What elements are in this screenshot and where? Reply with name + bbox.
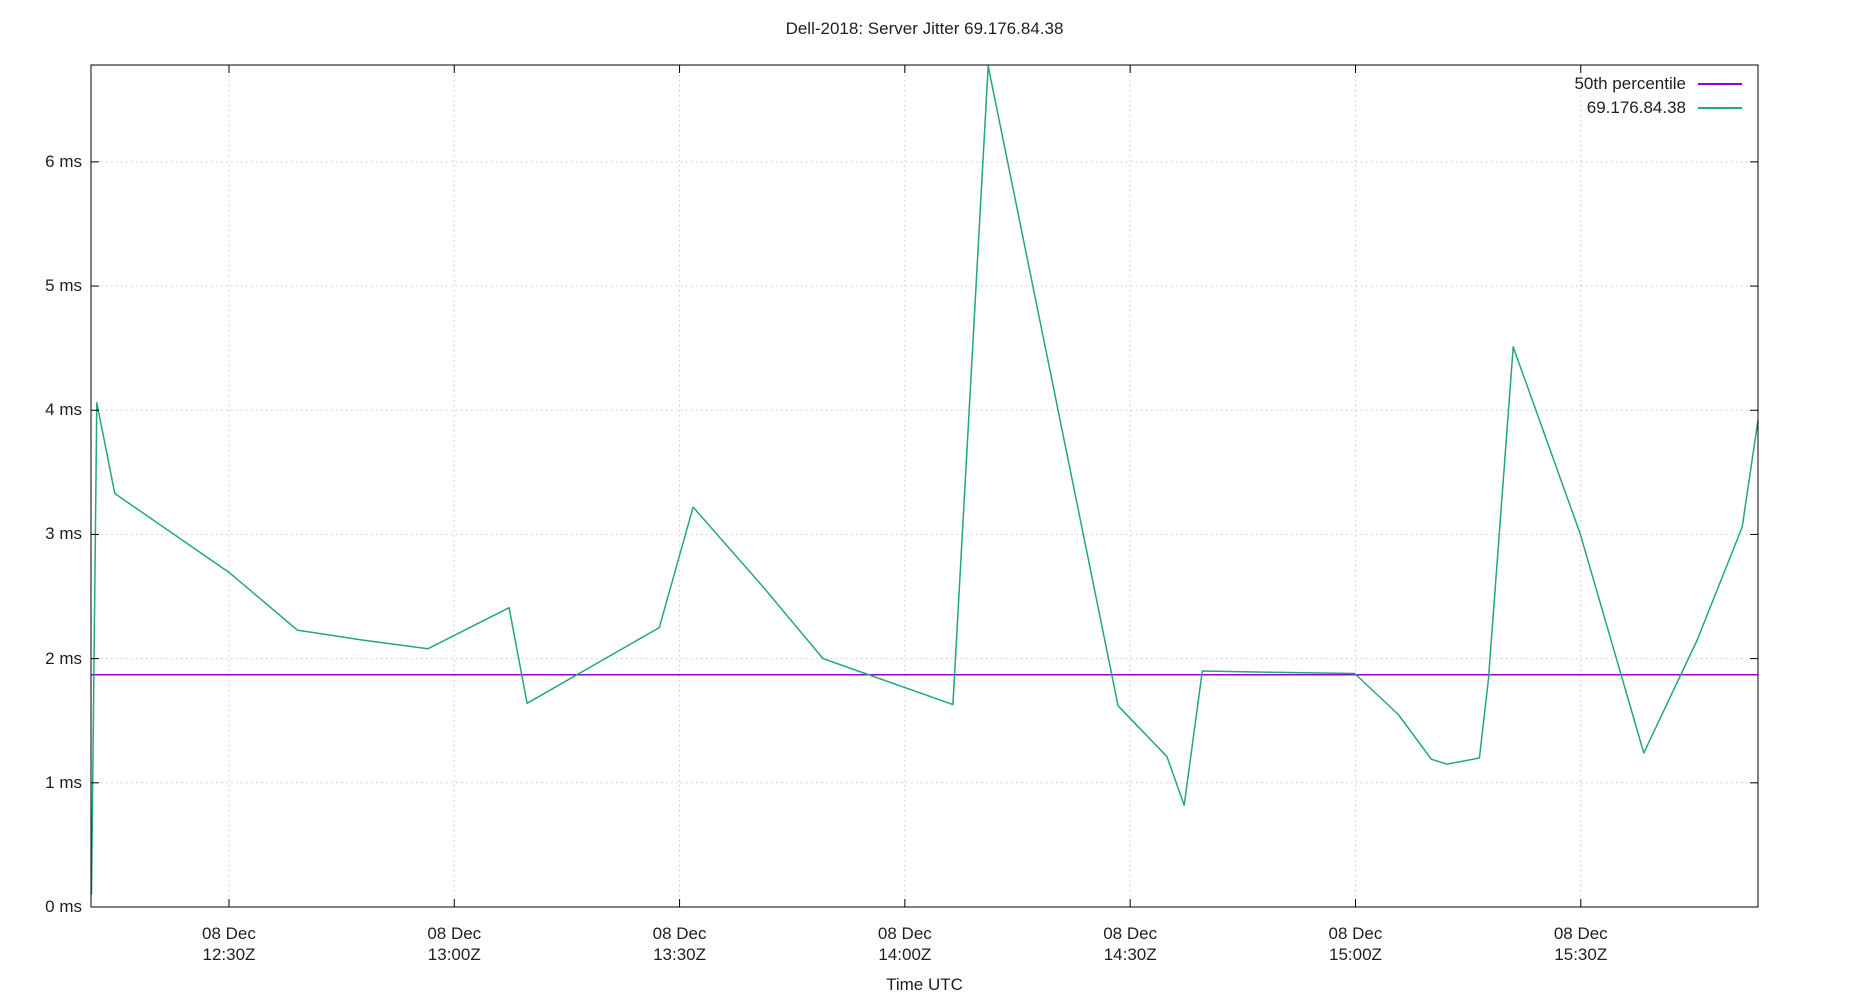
legend: 50th percentile 69.176.84.38 [1574,73,1742,119]
legend-line-swatch [1698,83,1742,85]
legend-line-swatch [1698,107,1742,109]
legend-item-percentile: 50th percentile [1574,73,1742,95]
plot-border [90,64,1759,908]
legend-label: 50th percentile [1574,74,1686,93]
legend-label: 69.176.84.38 [1586,98,1686,117]
series-line-69-176-84-38 [91,65,1758,895]
chart-title: Dell-2018: Server Jitter 69.176.84.38 [785,19,1064,38]
x-axis-title: Time UTC [886,975,963,994]
legend-item-host: 69.176.84.38 [1587,97,1742,119]
